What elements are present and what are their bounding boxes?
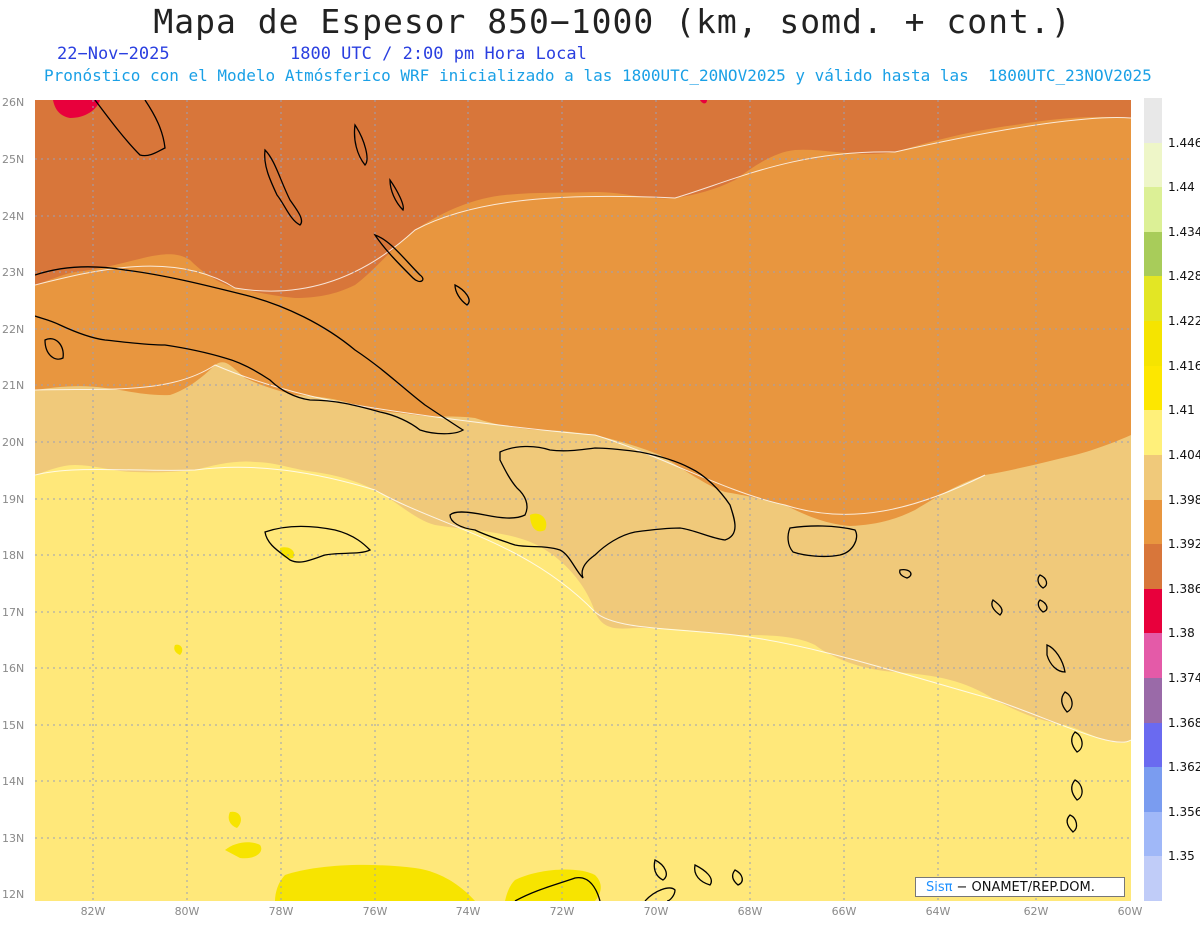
lat-label-20n: 20N (2, 436, 25, 449)
lat-label-21n: 21N (2, 379, 25, 392)
lat-label-18n: 18N (2, 549, 25, 562)
lon-label-80w: 80W (174, 905, 200, 918)
lat-label-12n: 12N (2, 888, 25, 901)
credit-text: − ONAMET/REP.DOM. (956, 879, 1095, 895)
lat-label-24n: 24N (2, 210, 25, 223)
lon-label-82w: 82W (80, 905, 106, 918)
lat-label-19n: 19N (2, 493, 25, 506)
colorbar-label: 1.422 (1168, 314, 1200, 329)
colorbar-label: 1.374 (1168, 670, 1200, 685)
colorbar-swatch (1144, 767, 1162, 813)
colorbar-label: 1.368 (1168, 715, 1200, 730)
colorbar-label: 1.44 (1168, 180, 1195, 195)
lat-lon-grid (35, 100, 1131, 901)
colorbar-swatch (1144, 231, 1162, 277)
page-title: Mapa de Espesor 850−1000 (km, somd. + co… (153, 2, 1072, 41)
colorbar-swatch (1144, 98, 1162, 144)
lon-label-68w: 68W (737, 905, 763, 918)
colorbar-swatch (1144, 187, 1162, 233)
colorbar-swatch (1144, 276, 1162, 322)
colorbar-swatch (1144, 588, 1162, 634)
colorbar-label: 1.38 (1168, 626, 1195, 641)
colorbar-label: 1.362 (1168, 760, 1200, 775)
colorbar-label: 1.398 (1168, 492, 1200, 507)
forecast-time: 1800 UTC / 2:00 pm Hora Local (290, 44, 587, 64)
colorbar-label: 1.404 (1168, 447, 1200, 462)
lat-label-15n: 15N (2, 719, 25, 732)
colorbar-label: 1.434 (1168, 224, 1200, 239)
colorbar-swatch (1144, 856, 1162, 902)
colorbar-label: 1.386 (1168, 581, 1200, 596)
colorbar-label: 1.35 (1168, 849, 1195, 864)
colorbar (1144, 98, 1162, 902)
lon-label-70w: 70W (643, 905, 669, 918)
lat-label-16n: 16N (2, 662, 25, 675)
lat-label-25n: 25N (2, 153, 25, 166)
colorbar-label: 1.446 (1168, 135, 1200, 150)
colorbar-swatch (1144, 811, 1162, 857)
lat-label-17n: 17N (2, 606, 25, 619)
colorbar-label: 1.356 (1168, 804, 1200, 819)
lon-label-74w: 74W (455, 905, 481, 918)
band-1380 (53, 100, 100, 118)
thickness-map (35, 100, 1131, 901)
lat-label-22n: 22N (2, 323, 25, 336)
lat-label-13n: 13N (2, 832, 25, 845)
lon-label-78w: 78W (268, 905, 294, 918)
colorbar-swatch (1144, 142, 1162, 188)
colorbar-label: 1.41 (1168, 403, 1195, 418)
lon-label-60w: 60W (1117, 905, 1143, 918)
colorbar-label: 1.392 (1168, 537, 1200, 552)
lon-label-64w: 64W (925, 905, 951, 918)
colorbar-swatch (1144, 410, 1162, 456)
lat-label-26n: 26N (2, 96, 25, 109)
sispi-logo: Sisπ (926, 879, 953, 895)
colorbar-label: 1.416 (1168, 358, 1200, 373)
forecast-date: 22−Nov−2025 (57, 44, 170, 64)
lon-label-72w: 72W (549, 905, 575, 918)
colorbar-swatch (1144, 677, 1162, 724)
colorbar-swatch (1144, 365, 1162, 411)
colorbar-swatch (1144, 544, 1162, 590)
coastlines (35, 100, 1083, 901)
lat-label-23n: 23N (2, 266, 25, 279)
lon-label-66w: 66W (831, 905, 857, 918)
colorbar-swatch (1144, 454, 1162, 500)
colorbar-swatch (1144, 499, 1162, 545)
colorbar-swatch (1144, 633, 1162, 679)
forecast-subtitle: Pronóstico con el Modelo Atmósferico WRF… (44, 66, 1152, 85)
colorbar-label: 1.428 (1168, 269, 1200, 284)
lat-label-14n: 14N (2, 775, 25, 788)
credit-box: Sisπ − ONAMET/REP.DOM. (915, 877, 1125, 897)
lon-label-76w: 76W (362, 905, 388, 918)
lon-label-62w: 62W (1023, 905, 1049, 918)
band-1386 (35, 100, 1131, 298)
colorbar-swatch (1144, 321, 1162, 367)
colorbar-swatch (1144, 722, 1162, 768)
